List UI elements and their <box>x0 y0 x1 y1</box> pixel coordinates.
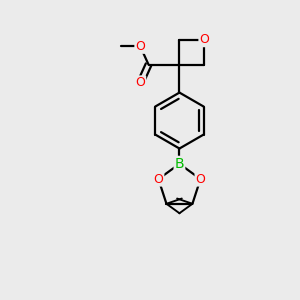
Text: O: O <box>196 172 206 186</box>
Text: O: O <box>135 76 145 89</box>
Text: O: O <box>154 172 164 186</box>
Text: O: O <box>200 33 209 46</box>
Text: B: B <box>175 157 184 171</box>
Text: O: O <box>135 40 145 53</box>
